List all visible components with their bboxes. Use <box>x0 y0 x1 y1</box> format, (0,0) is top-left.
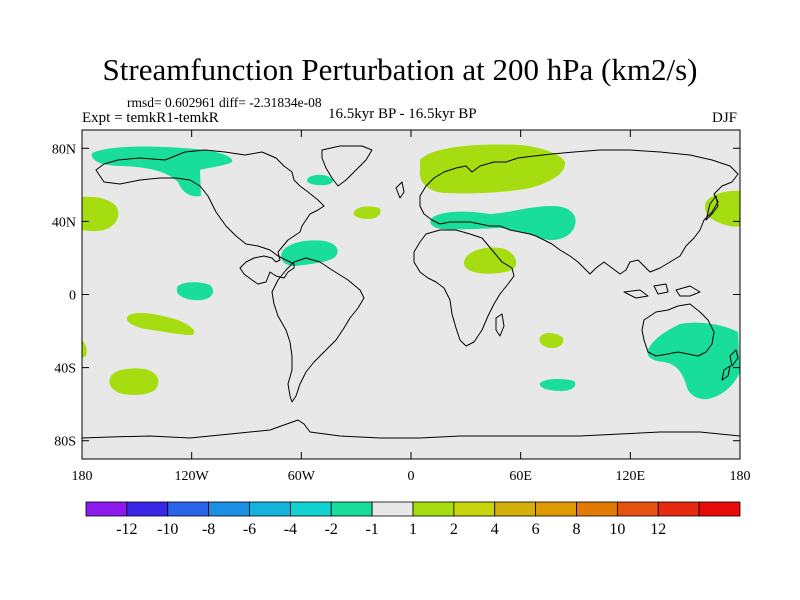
indonesia-outline <box>623 283 701 299</box>
lat-tick-label: 0 <box>69 289 76 304</box>
anomaly-sw-pacific-edge <box>82 340 87 358</box>
japan-outline <box>705 195 719 221</box>
lon-tick-label: 120W <box>175 469 210 484</box>
australia-outline <box>641 303 715 357</box>
colorbar-swatch <box>698 501 741 517</box>
colorbar-swatch <box>371 501 414 517</box>
anomaly-caribbean-neg <box>281 240 338 266</box>
europe-asia-outline <box>419 149 739 275</box>
lat-tick-label: 80N <box>52 142 76 157</box>
colorbar-label: 1 <box>409 521 417 538</box>
coastline-layer <box>82 145 740 439</box>
anomaly-indian-ocean-pos <box>539 332 564 349</box>
colorbar-swatch <box>289 501 332 517</box>
lon-tick-label: 60W <box>288 469 316 484</box>
experiment-label: Expt = temkR1-temkR <box>82 110 219 126</box>
colorbar-swatch <box>126 501 169 517</box>
anomaly-s-indian-neg <box>539 378 576 391</box>
lat-tick-label: 40N <box>52 215 76 230</box>
lon-tick-label: 60E <box>509 469 532 484</box>
colorbar-label: 10 <box>609 521 625 538</box>
colorbar-swatch <box>494 501 537 517</box>
anomaly-s-pacific-pos-2 <box>109 368 159 395</box>
south-america-outline <box>271 257 365 403</box>
colorbar-swatch <box>412 501 455 517</box>
anomaly-ne-pacific-pos <box>82 196 119 232</box>
new-zealand-outline <box>721 349 739 381</box>
africa-outline <box>413 229 515 347</box>
colorbar-label: -1 <box>365 521 378 538</box>
lon-tick-label: 180 <box>730 469 751 484</box>
colorbar-label: -10 <box>157 521 178 538</box>
colorbar-swatch <box>249 501 291 517</box>
colorbar-swatch <box>453 501 496 517</box>
colorbar-swatch <box>657 501 700 517</box>
colorbar-label: -4 <box>284 521 297 538</box>
colorbar-label: -12 <box>116 521 137 538</box>
colorbar-swatch <box>208 501 250 517</box>
period-label: 16.5kyr BP - 16.5kyr BP <box>328 106 477 122</box>
axis-layer: 80N 40N 0 40S 80S 180 120W 60W 0 60E 120E 180 <box>52 130 751 484</box>
anomaly-e-pacific-neg <box>177 282 214 301</box>
colorbar-label: -8 <box>202 521 215 538</box>
lon-tick-label: 120E <box>616 469 646 484</box>
colorbar-label: -6 <box>243 521 256 538</box>
anomaly-mediterranean-neg <box>430 206 576 241</box>
antarctica-outline <box>82 419 740 439</box>
colorbar-label: 4 <box>491 521 499 538</box>
lon-tick-label: 180 <box>72 469 93 484</box>
colorbar-label: 12 <box>650 521 666 538</box>
madagascar-outline <box>495 313 505 337</box>
colorbar-swatch <box>85 501 128 517</box>
colorbar-label: -2 <box>325 521 338 538</box>
anomaly-greenland-neg-small <box>307 174 334 186</box>
lat-tick-label: 40S <box>54 362 76 377</box>
anomaly-s-pacific-pos <box>126 313 195 335</box>
colorbar-swatch <box>330 501 373 517</box>
colorbar-label: 6 <box>532 521 540 538</box>
colorbar-swatch <box>576 501 618 517</box>
plot-title: Streamfunction Perturbation at 200 hPa (… <box>102 52 698 87</box>
uk-outline <box>395 181 405 199</box>
colorbar-label: 2 <box>450 521 458 538</box>
colorbar-swatch <box>167 501 210 517</box>
greenland-outline <box>321 145 373 187</box>
colorbar-swatch <box>535 501 577 517</box>
lon-tick-label: 0 <box>408 469 415 484</box>
season-label: DJF <box>712 110 738 126</box>
colorbar-label: 8 <box>573 521 581 538</box>
colorbar: -12 -10 -8 -6 -4 -2 -1 1 2 4 6 8 10 12 <box>85 501 741 538</box>
anomaly-n-atlantic-pos-small <box>353 206 381 219</box>
anomaly-arabia-pos <box>464 247 517 274</box>
north-america-outline <box>95 149 325 285</box>
stats-text: rmsd= 0.602961 diff= -2.31834e-08 <box>127 95 322 110</box>
colorbar-swatch <box>616 501 659 517</box>
lat-tick-label: 80S <box>54 435 76 450</box>
anomaly-australia-neg <box>647 322 740 400</box>
